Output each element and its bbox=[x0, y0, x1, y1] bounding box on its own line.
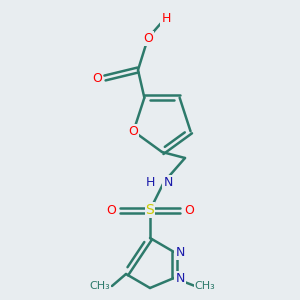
Text: N: N bbox=[175, 245, 185, 259]
Text: O: O bbox=[143, 32, 153, 44]
Text: O: O bbox=[106, 203, 116, 217]
Text: N: N bbox=[163, 176, 173, 188]
Text: O: O bbox=[184, 203, 194, 217]
Text: H: H bbox=[145, 176, 155, 188]
Text: CH₃: CH₃ bbox=[90, 281, 110, 291]
Text: CH₃: CH₃ bbox=[195, 281, 215, 291]
Text: N: N bbox=[175, 272, 185, 284]
Text: S: S bbox=[146, 203, 154, 217]
Text: H: H bbox=[161, 11, 171, 25]
Text: O: O bbox=[128, 125, 138, 138]
Text: O: O bbox=[92, 71, 102, 85]
